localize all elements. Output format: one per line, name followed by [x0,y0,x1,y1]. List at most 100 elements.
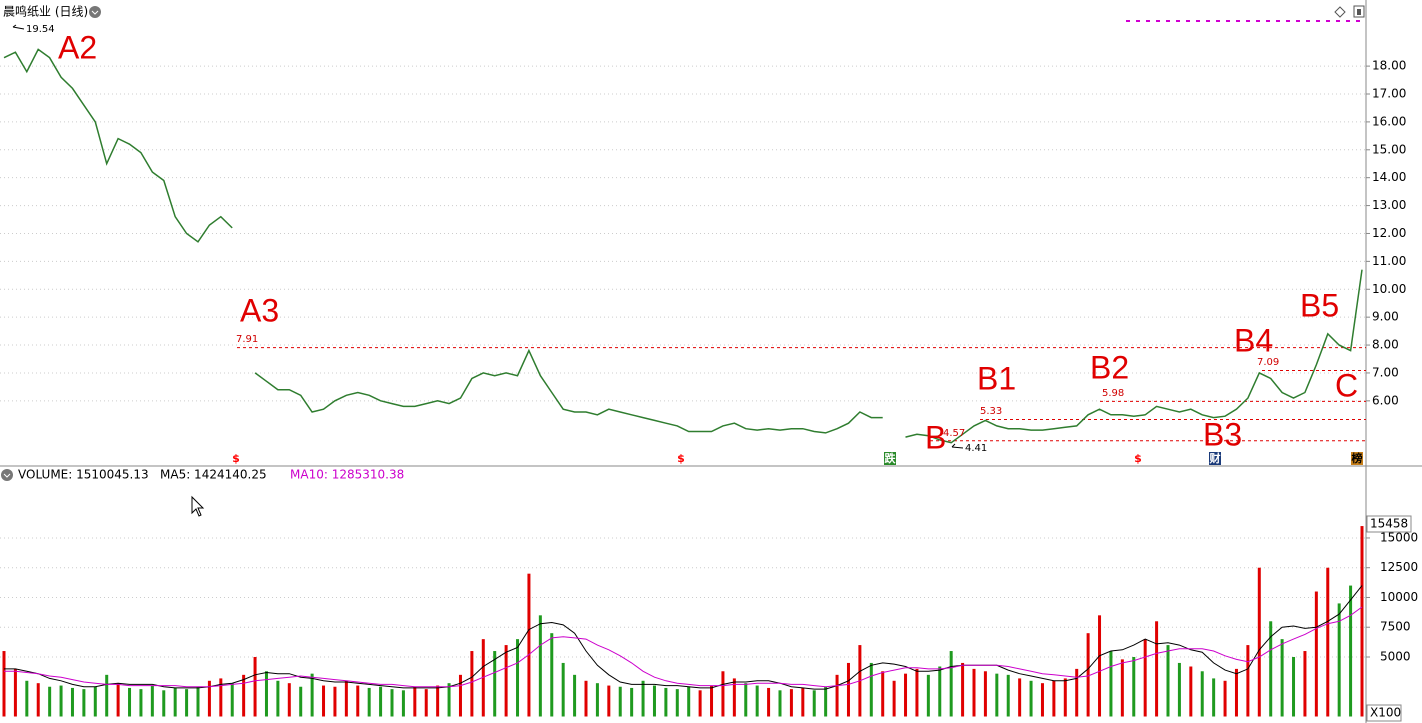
y-tick-label: 15.00 [1372,142,1406,156]
chart-title: 晨鸣纸业 (日线) [3,4,88,19]
volume-bar [93,686,97,717]
volume-bar [128,687,132,717]
volume-bar [755,685,759,717]
volume-bar [789,689,793,717]
volume-bar [983,671,987,717]
arrow [12,24,25,30]
volume-bar [801,687,805,717]
y-tick-label: 15000 [1380,530,1418,544]
y-tick-label: 7500 [1380,620,1411,634]
volume-bar [538,615,542,717]
volume-bar [162,690,166,717]
volume-bar [1292,656,1296,717]
volume-bar [573,674,577,717]
y-tick-label: 9.00 [1372,310,1399,324]
volume-bar [1360,526,1364,717]
volume-bar [869,662,873,717]
y-tick-label: 10.00 [1372,282,1406,296]
price-mark-label: 5.98 [1102,388,1124,399]
volume-bar [1029,680,1033,717]
volume-bar [333,686,337,717]
volume-bar [835,674,839,717]
y-tick-label: 12500 [1380,560,1418,574]
volume-bar [1269,621,1273,717]
volume-bar [630,687,634,717]
volume-bar [458,674,462,717]
unit-box [1366,704,1402,722]
event-box [1209,452,1221,465]
volume-bar [812,690,816,717]
annotation: A2 [58,29,97,65]
volume-bar [253,656,257,717]
volume-bar [1326,567,1330,717]
event-icon: $ [232,452,240,465]
volume-bar [436,685,440,717]
price-mark-label: 19.54 [26,24,55,35]
volume-bar [493,651,497,717]
volume-bar [926,674,930,717]
volume-bar [173,687,177,717]
volume-bar [561,662,565,717]
volume-bar [995,673,999,717]
price-line [3,48,1363,444]
price-mark-label: 4.41 [965,443,987,454]
volume-bar [25,680,29,717]
volume-bar [1246,645,1250,717]
volume-bar [344,680,348,717]
y-tick-label: 14.00 [1372,170,1406,184]
menu-arrow [91,10,99,15]
volume-bar [1223,680,1227,717]
volume-bar [687,686,691,717]
volume-bar [881,671,885,717]
volume-bar [322,685,326,717]
y-tick-label: 7.00 [1372,365,1399,379]
volume-bar [1155,621,1159,717]
volume-bar [892,680,896,717]
volume-bar [1349,585,1353,717]
y-tick-label: 6.00 [1372,393,1399,407]
diamond-button[interactable] [1334,6,1346,18]
window-button-inner [1357,9,1361,15]
event-icon: 跌 [885,451,897,465]
menu-icon[interactable] [1,469,13,481]
y-tick-label: 17.00 [1372,87,1406,101]
event-icon: 财 [1209,451,1221,465]
volume-bar [1132,656,1136,717]
volume-bar [2,651,6,717]
volume-bar [242,674,246,717]
volume-bar [516,639,520,717]
volume-bar [185,689,189,717]
volume-bar [1098,615,1102,717]
legend-volume: VOLUME: 1510045.13 [18,468,149,482]
event-icon: $ [1134,452,1142,465]
volume-bar [264,671,268,717]
volume-bar [139,689,143,717]
volume-bar [550,633,554,717]
volume-bar [207,680,211,717]
volume-bar [607,685,611,717]
event-icon: $ [677,452,685,465]
volume-bar [219,678,223,717]
event-box [884,452,896,465]
volume-bar [824,686,828,717]
volume-bar [1075,668,1079,717]
volume-bar [721,671,725,717]
y-tick-label: 5000 [1380,649,1411,663]
volume-bar [1143,639,1147,717]
volume-bar [972,668,976,717]
volume-bar [1200,671,1204,717]
volume-bar [82,689,86,717]
annotation: B1 [977,360,1016,396]
volume-bar [1018,678,1022,717]
volume-bar [1109,651,1113,717]
menu-icon[interactable] [89,6,101,18]
volume-bar [1040,683,1044,717]
y-tick-label: 18.00 [1372,59,1406,73]
y-tick-label: 13.00 [1372,198,1406,212]
volume-bar [949,651,953,717]
annotation: B2 [1090,349,1129,385]
volume-bar [767,687,771,717]
volume-bar [915,668,919,717]
window-button[interactable] [1353,5,1365,18]
volume-bar [904,673,908,717]
